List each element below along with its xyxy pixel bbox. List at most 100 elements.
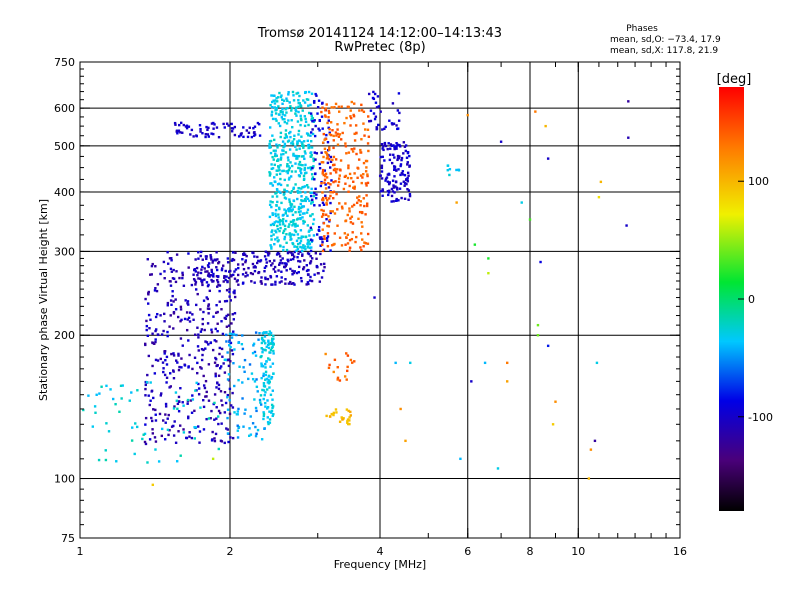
data-point [251,262,255,266]
data-point [192,318,195,321]
data-point [275,191,278,195]
data-point [292,99,296,102]
data-point [166,428,170,432]
data-point [348,416,351,419]
data-point [289,191,292,194]
data-point [314,187,317,191]
data-point [284,151,288,154]
data-point [233,384,236,388]
data-point [271,389,275,392]
data-point [278,229,281,233]
data-point [309,155,312,158]
data-point [181,276,184,280]
data-point [336,123,339,126]
data-point [275,159,279,162]
data-point [350,100,353,104]
data-point [345,352,348,355]
data-point [380,142,384,146]
data-point [144,343,147,347]
data-point [235,333,238,337]
data-point [290,282,293,286]
data-point [305,196,308,199]
data-point [295,92,298,95]
data-point [148,438,152,441]
data-point [293,270,296,273]
data-point [304,117,307,121]
data-point [216,322,219,325]
data-point [264,391,267,394]
data-point [151,483,155,487]
data-point [154,413,157,416]
data-point [496,467,500,470]
data-point [389,147,392,150]
data-point [172,352,175,355]
data-point [297,252,300,255]
data-point [91,425,95,428]
data-point [151,364,154,368]
data-point [217,447,220,451]
data-point [313,134,317,138]
data-point [406,161,409,164]
data-point [392,186,395,189]
data-point [237,283,240,286]
data-point [272,149,275,152]
data-point [270,234,273,238]
data-point [302,185,305,189]
data-point [352,203,356,207]
data-point [279,110,282,114]
data-point [244,259,248,262]
data-point [407,189,411,192]
data-point [270,182,273,185]
data-point [351,150,355,153]
data-point [366,232,370,236]
data-point [222,122,225,126]
data-point [299,114,302,118]
data-point [499,140,503,143]
data-point [408,194,412,198]
data-point [145,328,148,332]
data-point [322,209,325,212]
data-point [336,143,340,146]
data-point [164,421,167,424]
data-point [223,274,226,278]
data-point [395,147,398,150]
data-point [179,305,183,309]
data-point [240,342,244,346]
data-point [263,427,266,430]
data-point [271,155,274,159]
data-point [186,398,190,402]
data-point [264,401,267,405]
data-point [360,248,363,252]
data-point [309,103,312,107]
data-point [331,191,335,194]
data-point [195,134,198,138]
data-point [286,184,289,187]
data-point [236,273,240,277]
data-point [323,181,326,184]
data-point [204,395,207,398]
data-point [227,440,230,444]
data-point [231,436,235,440]
data-point [344,243,347,246]
data-point [289,135,292,139]
data-point [310,228,313,231]
data-point [230,122,233,126]
data-point [345,152,348,155]
data-point [289,280,292,284]
data-point [228,332,232,336]
data-point [392,144,395,147]
data-point [226,396,229,399]
data-point [175,253,179,256]
data-point [300,141,303,144]
data-point [262,417,265,421]
data-point [273,176,276,179]
data-point [262,412,266,416]
data-point [308,229,311,232]
data-point [289,175,293,178]
data-point [254,331,258,334]
data-point [402,180,405,183]
data-point [328,127,331,131]
data-point [215,364,218,368]
data-point [267,340,270,343]
